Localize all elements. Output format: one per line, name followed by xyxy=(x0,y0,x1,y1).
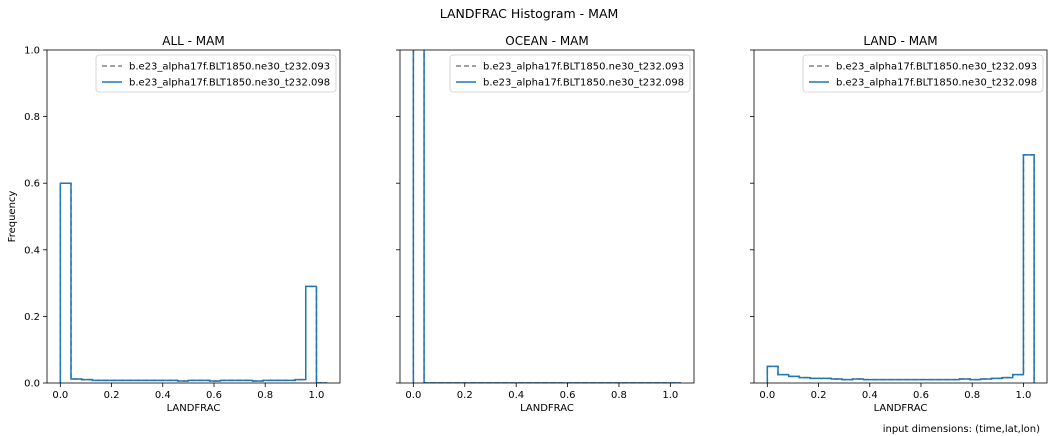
axes-frame-ocean xyxy=(399,49,695,384)
x-tick-label: 0.4 xyxy=(862,390,878,401)
legend-entry-label: b.e23_alpha17f.BLT1850.ne30_t232.098 xyxy=(129,78,330,89)
histogram-lines-land xyxy=(766,154,1035,383)
x-tick-label: 1.0 xyxy=(662,390,678,401)
legend-entry-label: b.e23_alpha17f.BLT1850.ne30_t232.098 xyxy=(836,78,1037,89)
x-tick-label: 0.8 xyxy=(611,390,627,401)
legend-box xyxy=(802,54,1044,93)
x-tick-label: 0.2 xyxy=(104,390,120,401)
x-tick-label: 0.8 xyxy=(257,390,273,401)
y-tick-label: 0.6 xyxy=(24,179,40,190)
x-tick-label: 1.0 xyxy=(308,390,324,401)
y-tick-label: 0.4 xyxy=(24,245,40,256)
legend-all: b.e23_alpha17f.BLT1850.ne30_t232.093 b.e2… xyxy=(95,54,337,93)
x-tick-label: 0.8 xyxy=(964,390,980,401)
axes-frame-all xyxy=(46,49,341,384)
y-tick-label: 1.0 xyxy=(24,46,40,57)
y-tick-label: 0.0 xyxy=(24,379,40,390)
x-tick-label: 0.6 xyxy=(913,390,929,401)
y-tick-label: 0.8 xyxy=(24,112,40,123)
x-tick-label: 0.0 xyxy=(52,390,68,401)
x-axis-label: LANDFRAC xyxy=(874,403,928,414)
axes-frame-land xyxy=(753,49,1048,384)
x-tick-label: 0.2 xyxy=(457,390,473,401)
panels-group: ALL - MAM 0.0 0.2 0.4 0.6 0.8 1.0 0.0 0.2 0.4 0.6 0… xyxy=(7,34,1048,414)
x-tick-label: 1.0 xyxy=(1015,390,1031,401)
series-098-step-line xyxy=(766,154,1035,383)
figure-title: LANDFRAC Histogram - MAM xyxy=(440,6,619,21)
x-tick-label: 0.6 xyxy=(560,390,576,401)
y-tick-label: 0.2 xyxy=(24,312,40,323)
legend-entry-label: b.e23_alpha17f.BLT1850.ne30_t232.093 xyxy=(129,62,330,73)
series-098-step-line xyxy=(59,182,328,383)
legend-box xyxy=(95,54,337,93)
panel-title-ocean: OCEAN - MAM xyxy=(505,34,588,48)
x-axis-label: LANDFRAC xyxy=(167,403,221,414)
series-093-step-line xyxy=(766,154,1035,383)
legend-entry-label: b.e23_alpha17f.BLT1850.ne30_t232.098 xyxy=(483,78,684,89)
x-tick-label: 0.6 xyxy=(206,390,222,401)
legend-entry-label: b.e23_alpha17f.BLT1850.ne30_t232.093 xyxy=(836,62,1037,73)
x-tick-label: 0.4 xyxy=(508,390,524,401)
legend-ocean: b.e23_alpha17f.BLT1850.ne30_t232.093 b.e2… xyxy=(449,54,691,93)
x-tick-label: 0.2 xyxy=(811,390,827,401)
series-093-step-line xyxy=(59,182,328,383)
legend-land: b.e23_alpha17f.BLT1850.ne30_t232.093 b.e2… xyxy=(802,54,1044,93)
x-tick-label: 0.4 xyxy=(155,390,171,401)
x-axis-label: LANDFRAC xyxy=(520,403,574,414)
legend-entry-label: b.e23_alpha17f.BLT1850.ne30_t232.093 xyxy=(483,62,684,73)
panel-all: ALL - MAM 0.0 0.2 0.4 0.6 0.8 1.0 0.0 0.2 0.4 0.6 0… xyxy=(7,34,341,414)
histogram-lines-all xyxy=(59,182,328,383)
panel-ocean: OCEAN - MAM 0.0 0.2 0.4 0.6 0.8 1.0 LANDFRAC b.e… xyxy=(396,34,695,414)
y-axis-label: Frequency xyxy=(7,191,18,243)
panel-title-all: ALL - MAM xyxy=(162,34,224,48)
legend-box xyxy=(449,54,691,93)
footnote-input-dimensions: input dimensions: (time,lat,lon) xyxy=(883,424,1040,435)
x-tick-label: 0.0 xyxy=(405,390,421,401)
panel-land: LAND - MAM 0.0 0.2 0.4 0.6 0.8 1.0 LANDFRAC b.e2… xyxy=(750,34,1048,414)
x-tick-label: 0.0 xyxy=(759,390,775,401)
panel-title-land: LAND - MAM xyxy=(863,34,937,48)
